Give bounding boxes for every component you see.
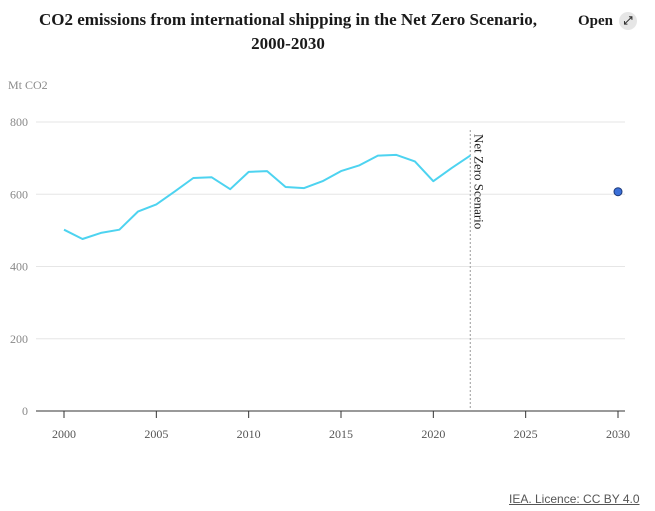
x-tick-label-2025: 2025 [514,427,538,441]
data-point-2011[interactable] [264,168,270,174]
licence-link[interactable]: IEA. Licence: CC BY 4.0 [509,492,640,506]
x-tick-label-2010: 2010 [237,427,261,441]
data-point-2006[interactable] [172,188,178,194]
x-tick-label-2000: 2000 [52,427,76,441]
data-point-2000[interactable] [61,227,67,233]
y-tick-label-0: 0 [22,404,28,418]
annotation-label-net-zero: Net Zero Scenario [471,134,486,229]
data-point-2012[interactable] [283,184,289,190]
x-tick-label-2015: 2015 [329,427,353,441]
y-tick-label-600: 600 [10,187,28,201]
data-point-2015[interactable] [338,168,344,174]
data-point-2009[interactable] [227,186,233,192]
data-point-2021[interactable] [449,165,455,171]
series-line-historical [63,153,471,240]
data-point-2001[interactable] [79,236,85,242]
x-tick-label-2030: 2030 [606,427,630,441]
y-tick-label-800: 800 [10,115,28,129]
open-label: Open [578,12,614,29]
x-tick-label-2005: 2005 [144,427,168,441]
y-tick-label-200: 200 [10,332,28,346]
external-expand-icon: ⤢ [619,12,638,30]
data-point-2007[interactable] [190,175,196,181]
data-point-2013[interactable] [301,185,307,191]
data-point-2005[interactable] [153,201,159,207]
y-axis-unit-label: Mt CO2 [8,78,48,92]
data-point-2019[interactable] [412,158,418,164]
x-tick-label-2020: 2020 [421,427,445,441]
data-point-2020[interactable] [430,178,436,184]
data-point-2010[interactable] [246,169,252,175]
chart-title: CO2 emissions from international shippin… [8,8,568,56]
data-point-2016[interactable] [356,162,362,168]
y-tick-label-400: 400 [10,260,28,274]
data-point-2018[interactable] [393,152,399,158]
data-point-2004[interactable] [135,209,141,215]
nze-marker-2030[interactable] [613,187,623,197]
data-point-2014[interactable] [320,178,326,184]
open-button[interactable]: Open ⤢ [578,10,638,32]
data-point-2002[interactable] [98,230,104,236]
data-point-2022[interactable] [467,153,473,159]
data-point-2017[interactable] [375,153,381,159]
chart-title-line1: CO2 emissions from international shippin… [38,10,538,29]
data-point-2008[interactable] [209,174,215,180]
data-point-2003[interactable] [116,227,122,233]
chart-title-line2: 2000-2030 [251,34,325,53]
